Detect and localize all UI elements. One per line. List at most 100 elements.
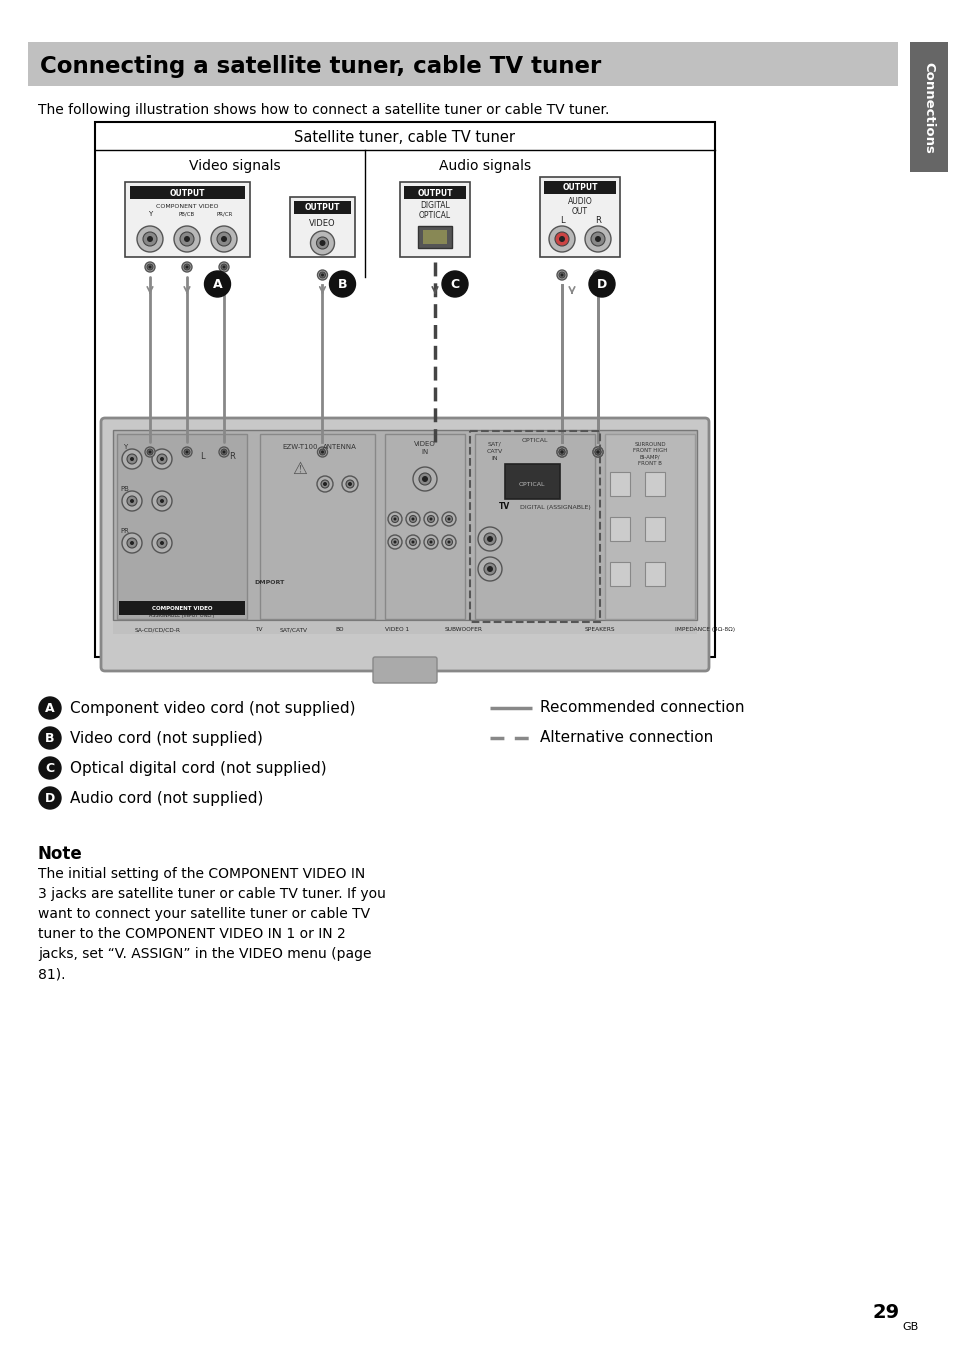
- Circle shape: [320, 273, 324, 277]
- Text: OPTICAL: OPTICAL: [418, 211, 451, 220]
- Text: DIGITAL (ASSIGNABLE): DIGITAL (ASSIGNABLE): [519, 506, 590, 510]
- Text: Video signals: Video signals: [189, 160, 280, 173]
- Circle shape: [127, 454, 137, 464]
- Bar: [475, 434, 595, 619]
- Circle shape: [222, 265, 225, 269]
- Circle shape: [429, 518, 432, 521]
- Text: A: A: [213, 277, 222, 291]
- Text: ⚠: ⚠: [293, 460, 307, 479]
- Circle shape: [145, 262, 154, 272]
- Text: Connecting a satellite tuner, cable TV tuner: Connecting a satellite tuner, cable TV t…: [40, 55, 600, 78]
- Circle shape: [483, 533, 496, 545]
- Circle shape: [127, 538, 137, 548]
- Bar: [125, 183, 250, 257]
- Bar: [260, 434, 375, 619]
- Circle shape: [152, 533, 172, 553]
- Bar: [609, 562, 629, 585]
- Circle shape: [423, 512, 437, 526]
- Circle shape: [596, 450, 598, 453]
- Text: Audio cord (not supplied): Audio cord (not supplied): [70, 791, 263, 806]
- Circle shape: [477, 557, 501, 581]
- Circle shape: [130, 457, 133, 461]
- Circle shape: [319, 241, 325, 246]
- Text: Video cord (not supplied): Video cord (not supplied): [70, 730, 263, 745]
- Bar: [539, 177, 619, 257]
- Circle shape: [560, 273, 563, 277]
- Text: 29: 29: [872, 1303, 899, 1322]
- Circle shape: [447, 541, 450, 544]
- Circle shape: [221, 237, 227, 242]
- Circle shape: [317, 270, 327, 280]
- Circle shape: [388, 535, 401, 549]
- Circle shape: [483, 562, 496, 575]
- Text: OUTPUT: OUTPUT: [416, 188, 453, 197]
- Text: SAT/CATV: SAT/CATV: [280, 627, 308, 631]
- Bar: [290, 197, 355, 257]
- Text: COMPONENT VIDEO: COMPONENT VIDEO: [156, 204, 218, 208]
- Circle shape: [441, 535, 456, 549]
- Circle shape: [145, 448, 154, 457]
- Circle shape: [421, 476, 428, 483]
- Circle shape: [596, 273, 598, 277]
- Circle shape: [160, 541, 164, 545]
- Circle shape: [182, 448, 192, 457]
- Bar: [422, 230, 447, 243]
- Bar: [28, 42, 897, 87]
- Circle shape: [409, 515, 416, 522]
- Text: COMPONENT VIDEO: COMPONENT VIDEO: [152, 606, 212, 611]
- Circle shape: [393, 541, 396, 544]
- Circle shape: [595, 272, 600, 279]
- Text: CATV: CATV: [486, 449, 502, 454]
- Circle shape: [173, 226, 200, 251]
- Circle shape: [149, 450, 152, 453]
- Circle shape: [409, 538, 416, 545]
- Text: VIDEO: VIDEO: [414, 441, 436, 448]
- Circle shape: [418, 473, 431, 485]
- Text: SPEAKERS: SPEAKERS: [584, 627, 615, 631]
- Circle shape: [393, 518, 396, 521]
- Text: IN: IN: [491, 456, 497, 461]
- Bar: [504, 464, 559, 499]
- Circle shape: [184, 264, 190, 270]
- Circle shape: [329, 270, 355, 297]
- Text: VIDEO 1: VIDEO 1: [385, 627, 409, 631]
- Text: ANTENNA: ANTENNA: [323, 443, 356, 450]
- Text: OUTPUT: OUTPUT: [170, 188, 205, 197]
- Bar: [604, 434, 695, 619]
- Circle shape: [310, 231, 335, 256]
- Circle shape: [557, 448, 566, 457]
- Text: OUTPUT: OUTPUT: [304, 204, 340, 212]
- Circle shape: [147, 449, 152, 456]
- Text: TV: TV: [498, 502, 510, 511]
- Circle shape: [427, 538, 434, 545]
- Circle shape: [222, 450, 225, 453]
- Text: C: C: [46, 761, 54, 775]
- Circle shape: [185, 265, 189, 269]
- Text: DMPORT: DMPORT: [254, 580, 285, 585]
- Circle shape: [320, 450, 324, 453]
- Circle shape: [596, 450, 598, 453]
- Circle shape: [413, 466, 436, 491]
- Text: D: D: [45, 791, 55, 804]
- Circle shape: [588, 270, 615, 297]
- Text: C: C: [450, 277, 459, 291]
- Text: GB: GB: [901, 1322, 918, 1332]
- Circle shape: [593, 448, 602, 457]
- Bar: [385, 434, 464, 619]
- Bar: [543, 181, 616, 193]
- Circle shape: [143, 233, 157, 246]
- Circle shape: [219, 448, 229, 457]
- Bar: [130, 187, 245, 199]
- Circle shape: [593, 448, 602, 457]
- Circle shape: [211, 226, 236, 251]
- Text: SAT/: SAT/: [488, 442, 501, 448]
- FancyBboxPatch shape: [112, 430, 697, 621]
- Circle shape: [595, 237, 600, 242]
- Text: A: A: [45, 702, 54, 714]
- Text: Y: Y: [148, 211, 152, 218]
- Bar: [417, 226, 452, 247]
- Circle shape: [560, 450, 563, 453]
- Circle shape: [388, 512, 401, 526]
- Circle shape: [122, 491, 142, 511]
- Text: TV: TV: [254, 627, 262, 631]
